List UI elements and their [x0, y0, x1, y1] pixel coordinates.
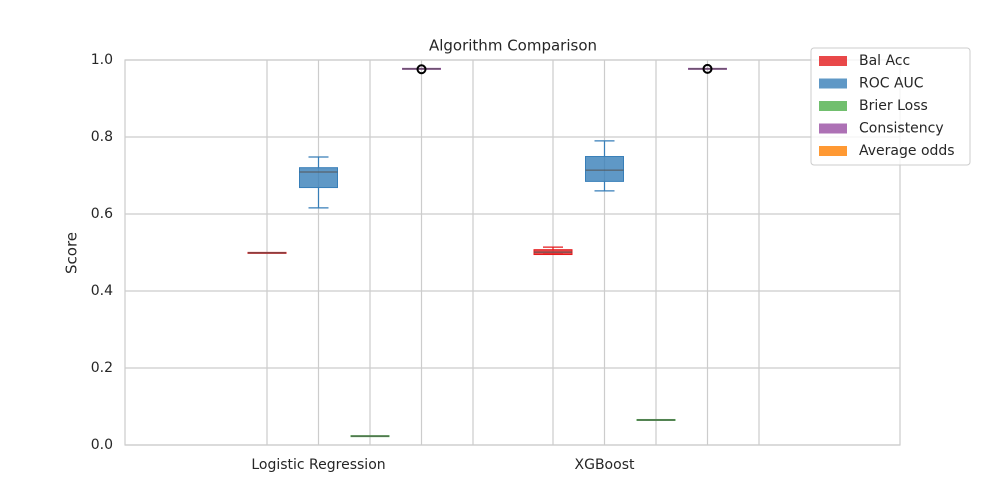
legend-label: Average odds [859, 143, 955, 159]
legend-swatch [819, 101, 847, 111]
chart-title: Algorithm Comparison [429, 37, 597, 55]
y-tick-label: 0.2 [91, 360, 113, 376]
legend-swatch [819, 78, 847, 89]
y-tick-label: 1.0 [91, 52, 113, 68]
legend-swatch [819, 56, 847, 66]
legend-frame [810, 47, 971, 166]
legend-label: ROC AUC [859, 76, 924, 92]
box [299, 167, 338, 189]
y-tick-label: 0.4 [91, 283, 113, 299]
legend-swatch [819, 146, 847, 156]
y-axis-label: Score [63, 232, 81, 274]
flier [702, 63, 713, 74]
box [585, 156, 624, 182]
x-tick-label: XGBoost [575, 457, 635, 473]
y-tick-label: 0.6 [91, 206, 113, 222]
y-tick-label: 0.0 [91, 437, 113, 453]
legend-label: Bal Acc [859, 53, 910, 69]
y-tick-label: 0.8 [91, 129, 113, 145]
legend-label: Consistency [859, 121, 944, 137]
legend-label: Brier Loss [859, 98, 928, 114]
legend-swatch [819, 123, 847, 134]
x-tick-label: Logistic Regression [251, 457, 385, 473]
flier [416, 64, 427, 75]
plot-frame [124, 59, 901, 446]
